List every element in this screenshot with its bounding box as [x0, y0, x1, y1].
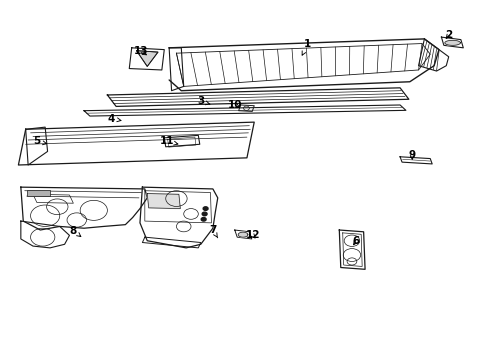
- Polygon shape: [136, 51, 158, 66]
- Text: 10: 10: [227, 100, 242, 110]
- Polygon shape: [21, 187, 147, 230]
- Polygon shape: [26, 127, 47, 165]
- Polygon shape: [234, 230, 251, 239]
- Polygon shape: [399, 157, 431, 164]
- Polygon shape: [169, 39, 438, 91]
- Circle shape: [201, 217, 205, 221]
- Polygon shape: [140, 187, 217, 248]
- Polygon shape: [142, 237, 201, 248]
- Text: 7: 7: [209, 225, 217, 238]
- Polygon shape: [418, 39, 448, 71]
- Polygon shape: [339, 230, 365, 269]
- Text: 5: 5: [33, 136, 46, 147]
- Polygon shape: [21, 221, 69, 248]
- Polygon shape: [441, 37, 462, 48]
- Text: 4: 4: [107, 113, 121, 123]
- Circle shape: [203, 207, 207, 210]
- Polygon shape: [238, 232, 247, 237]
- Polygon shape: [444, 40, 459, 45]
- Polygon shape: [176, 44, 429, 86]
- Text: 11: 11: [159, 136, 178, 147]
- Text: 1: 1: [302, 39, 311, 55]
- Text: 6: 6: [352, 236, 359, 246]
- Polygon shape: [129, 48, 164, 70]
- Polygon shape: [147, 194, 180, 208]
- Polygon shape: [84, 105, 405, 116]
- Bar: [27, 190, 50, 196]
- Text: 8: 8: [70, 226, 81, 237]
- Polygon shape: [238, 105, 254, 111]
- Text: 3: 3: [197, 96, 209, 107]
- Text: 9: 9: [408, 150, 415, 160]
- Text: 12: 12: [245, 230, 260, 240]
- Polygon shape: [19, 122, 254, 165]
- Text: 13: 13: [133, 46, 148, 57]
- Polygon shape: [164, 135, 200, 147]
- Polygon shape: [107, 88, 408, 107]
- Circle shape: [202, 212, 206, 216]
- Polygon shape: [169, 48, 183, 91]
- Text: 2: 2: [444, 30, 451, 40]
